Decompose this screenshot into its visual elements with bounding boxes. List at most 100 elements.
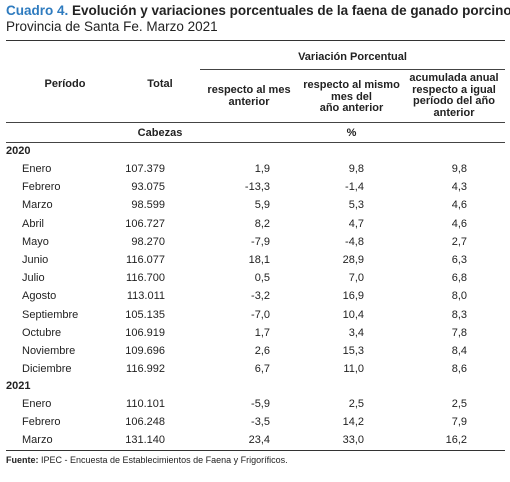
cell-total: 131.140 bbox=[125, 434, 165, 447]
cell-mes-anterior: 2,6 bbox=[254, 345, 270, 357]
cell-periodo: Febrero bbox=[22, 181, 61, 194]
cell-total: 110.101 bbox=[126, 398, 165, 410]
cell-periodo: Octubre bbox=[22, 326, 62, 339]
header-group-variacion: Variación Porcentual bbox=[298, 51, 407, 63]
header-mismo-mes: respecto al mismo mes del año anterior bbox=[303, 79, 400, 114]
table-row: Febrero 106.248 -3,5 14,2 7,9 bbox=[0, 416, 510, 433]
header-acumulada: acumulada anual respecto a igual período… bbox=[409, 72, 499, 119]
cell-acumulada: 7,9 bbox=[451, 416, 467, 429]
table-title: Cuadro 4. Evolución y variaciones porcen… bbox=[6, 3, 510, 18]
cell-periodo: Junio bbox=[22, 254, 49, 266]
cell-acumulada: 6,3 bbox=[451, 254, 467, 266]
cell-mismo-mes: 14,2 bbox=[342, 416, 364, 429]
cell-periodo: Febrero bbox=[22, 416, 61, 429]
cell-mes-anterior: 1,9 bbox=[254, 163, 270, 175]
cell-acumulada: 7,8 bbox=[451, 326, 467, 339]
cell-periodo: Agosto bbox=[22, 290, 57, 303]
header-bottom-rule bbox=[6, 122, 505, 123]
cell-mes-anterior: 23,4 bbox=[248, 434, 270, 447]
cell-mismo-mes: 11,0 bbox=[343, 363, 364, 376]
cell-mismo-mes: 4,7 bbox=[348, 217, 364, 230]
cell-mismo-mes: 9,8 bbox=[348, 163, 364, 175]
cell-acumulada: 2,5 bbox=[451, 398, 467, 410]
table-row: Abril 106.727 8,2 4,7 4,6 bbox=[0, 218, 510, 235]
source-note: Fuente: IPEC - Encuesta de Establecimien… bbox=[6, 455, 288, 465]
cell-total: 106.919 bbox=[125, 326, 165, 339]
table-row: Julio 116.700 0,5 7,0 6,8 bbox=[0, 272, 510, 289]
cell-periodo: Septiembre bbox=[22, 308, 79, 321]
title-text: Evolución y variaciones porcentuales de … bbox=[68, 3, 510, 18]
cell-periodo: Marzo bbox=[22, 199, 53, 212]
unit-percent: % bbox=[346, 127, 357, 139]
cell-mes-anterior: -13,3 bbox=[244, 181, 270, 194]
cell-mes-anterior: -3,5 bbox=[251, 416, 270, 429]
cell-total: 105.135 bbox=[125, 308, 165, 321]
cell-acumulada: 2,7 bbox=[451, 235, 467, 248]
cell-acumulada: 8,0 bbox=[451, 290, 467, 303]
cell-mes-anterior: 6,7 bbox=[254, 363, 270, 376]
cell-total: 113.011 bbox=[126, 290, 165, 303]
unit-cabezas: Cabezas bbox=[137, 127, 183, 139]
table-row: Marzo 131.140 23,4 33,0 16,2 bbox=[0, 434, 510, 451]
cell-total: 106.248 bbox=[125, 416, 165, 429]
cell-mes-anterior: -7,0 bbox=[251, 308, 270, 321]
cell-mes-anterior: 0,5 bbox=[254, 272, 270, 285]
header-total: Total bbox=[147, 78, 173, 90]
cell-periodo: Enero bbox=[22, 163, 52, 175]
cell-total: 109.696 bbox=[125, 345, 165, 357]
cell-total: 116.992 bbox=[126, 363, 165, 376]
cell-periodo: Noviembre bbox=[22, 345, 76, 357]
table-row: Mayo 98.270 -7,9 -4,8 2,7 bbox=[0, 236, 510, 253]
table-row: Enero 107.379 1,9 9,8 9,8 bbox=[0, 163, 510, 180]
cell-mes-anterior: 8,2 bbox=[254, 217, 270, 230]
unit-rule bbox=[6, 142, 505, 143]
cell-mismo-mes: -1,4 bbox=[345, 181, 364, 194]
cell-acumulada: 8,4 bbox=[451, 345, 467, 357]
cell-mes-anterior: 18,1 bbox=[248, 254, 270, 266]
cell-mismo-mes: 10,4 bbox=[342, 308, 364, 321]
cell-mismo-mes: 33,0 bbox=[342, 434, 364, 447]
cell-mes-anterior: 5,9 bbox=[254, 199, 270, 212]
cell-periodo: Abril bbox=[22, 217, 45, 230]
table-row: Diciembre 116.992 6,7 11,0 8,6 bbox=[0, 363, 510, 380]
table-row: Junio 116.077 18,1 28,9 6,3 bbox=[0, 254, 510, 271]
table-row: Octubre 106.919 1,7 3,4 7,8 bbox=[0, 327, 510, 344]
cell-acumulada: 9,8 bbox=[451, 163, 467, 175]
cell-total: 107.379 bbox=[125, 163, 165, 175]
cell-mes-anterior: 1,7 bbox=[254, 326, 270, 339]
cell-mes-anterior: -5,9 bbox=[251, 398, 270, 410]
year-label: 2020 bbox=[6, 145, 31, 157]
table-subtitle: Provincia de Santa Fe. Marzo 2021 bbox=[6, 19, 218, 34]
cell-mismo-mes: -4,8 bbox=[345, 235, 364, 248]
cell-periodo: Marzo bbox=[22, 434, 53, 447]
table-row: Noviembre 109.696 2,6 15,3 8,4 bbox=[0, 345, 510, 362]
cell-mismo-mes: 5,3 bbox=[348, 199, 364, 212]
cell-mes-anterior: -3,2 bbox=[251, 290, 270, 303]
cell-acumulada: 8,6 bbox=[451, 363, 467, 376]
cell-acumulada: 4,3 bbox=[451, 181, 467, 194]
header-periodo: Período bbox=[44, 78, 86, 90]
cell-periodo: Mayo bbox=[22, 235, 49, 248]
cell-total: 98.270 bbox=[131, 235, 165, 248]
cell-acumulada: 4,6 bbox=[451, 199, 467, 212]
year-label: 2021 bbox=[6, 380, 31, 392]
cell-mismo-mes: 3,4 bbox=[348, 326, 364, 339]
cell-total: 116.077 bbox=[126, 254, 165, 266]
cell-periodo: Enero bbox=[22, 398, 52, 410]
top-rule bbox=[6, 40, 505, 41]
group-rule bbox=[200, 69, 505, 70]
cell-mes-anterior: -7,9 bbox=[251, 235, 270, 248]
title-lead: Cuadro 4. bbox=[6, 3, 69, 18]
cell-periodo: Diciembre bbox=[22, 363, 72, 376]
cell-mismo-mes: 7,0 bbox=[348, 272, 364, 285]
cell-periodo: Julio bbox=[22, 272, 45, 285]
cell-total: 106.727 bbox=[125, 217, 165, 230]
table-row: Agosto 113.011 -3,2 16,9 8,0 bbox=[0, 290, 510, 307]
cell-mismo-mes: 15,3 bbox=[342, 345, 364, 357]
table-row: Febrero 93.075 -13,3 -1,4 4,3 bbox=[0, 181, 510, 198]
table-row: Septiembre 105.135 -7,0 10,4 8,3 bbox=[0, 309, 510, 326]
cell-acumulada: 6,8 bbox=[451, 272, 467, 285]
cell-acumulada: 16,2 bbox=[445, 434, 467, 447]
cell-mismo-mes: 28,9 bbox=[342, 254, 364, 266]
cell-total: 93.075 bbox=[131, 181, 165, 194]
